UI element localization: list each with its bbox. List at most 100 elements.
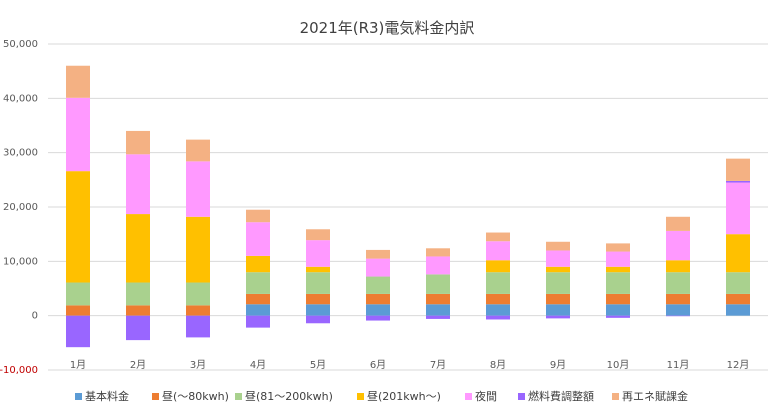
legend-swatch [612, 393, 619, 400]
x-tick-label: 4月 [250, 359, 266, 371]
bar-segment [666, 315, 690, 317]
bar-segment [126, 130, 150, 155]
legend-label: 昼(〜80kwh) [162, 390, 229, 403]
bar-segment [606, 293, 630, 305]
bar-segment [246, 255, 270, 273]
bar-segment [246, 272, 270, 294]
bar-segment [126, 305, 150, 316]
bar-segment [606, 243, 630, 252]
bar-segment [606, 315, 630, 318]
bar-segment [126, 282, 150, 306]
bar-segment [186, 282, 210, 306]
bar-segment [666, 272, 690, 294]
bar-segment [246, 304, 270, 316]
y-tick-label: 10,000 [3, 256, 38, 267]
legend-swatch [152, 393, 159, 400]
x-tick-label: 7月 [430, 359, 446, 371]
legend: 基本料金 昼(〜80kwh) 昼(81〜200kwh) 昼(201kwh〜) 夜間 燃料費… [75, 389, 688, 403]
bar-segment [726, 304, 750, 316]
bar-segment [306, 304, 330, 316]
legend-swatch [75, 393, 82, 400]
bar-segment [666, 293, 690, 305]
bar-segment [426, 274, 450, 294]
bar-segment [486, 260, 510, 273]
gridlines [48, 43, 768, 371]
bar-segment [546, 241, 570, 251]
bar-segment [486, 304, 510, 316]
bar-segment [186, 161, 210, 217]
bar-segment [486, 232, 510, 242]
bar-segment [66, 171, 90, 283]
bar-segment [66, 305, 90, 316]
bar-segment [186, 315, 210, 338]
bar-segment [366, 258, 390, 277]
bar-segment [306, 315, 330, 324]
bar-segment [66, 97, 90, 172]
chart-title: 2021年(R3)電気料金内訳 [300, 19, 475, 37]
bar-segment [546, 304, 570, 316]
bar-segment [306, 266, 330, 273]
y-tick-label: 50,000 [3, 39, 38, 50]
legend-label: 燃料費調整額 [528, 389, 594, 403]
bar-segment [246, 222, 270, 256]
x-tick-label: 2月 [130, 359, 146, 371]
bar-segment [306, 229, 330, 241]
y-tick-label: 0 [32, 311, 38, 322]
bar-segment [366, 276, 390, 294]
bar-segment [666, 304, 690, 316]
bar-segment [726, 234, 750, 273]
x-tick-label: 5月 [310, 359, 326, 371]
bar-segment [666, 260, 690, 273]
bar-segment [666, 216, 690, 231]
legend-label: 夜間 [475, 389, 497, 403]
x-tick-label: 12月 [727, 359, 750, 371]
bar-segment [606, 272, 630, 294]
bar-segment [186, 139, 210, 162]
x-tick-label: 3月 [190, 359, 206, 371]
bar-segment [246, 209, 270, 223]
y-tick-label: 30,000 [3, 148, 38, 159]
x-tick-label: 11月 [667, 359, 690, 371]
bar-segment [426, 304, 450, 316]
bar-segment [546, 266, 570, 273]
bar-segment [126, 214, 150, 283]
bar-segment [306, 240, 330, 267]
bar-segment [126, 315, 150, 341]
bar-segment [666, 230, 690, 261]
legend-swatch [235, 393, 242, 400]
legend-label: 昼(81〜200kwh) [245, 390, 333, 403]
bar-segment [486, 272, 510, 294]
y-tick-label: 40,000 [3, 93, 38, 104]
y-tick-label: -10,000 [0, 365, 38, 376]
bar-segment [426, 293, 450, 305]
bar-segment [426, 248, 450, 257]
bar-segment [546, 293, 570, 305]
bar-segment [486, 293, 510, 305]
y-tick-label: 20,000 [3, 202, 38, 213]
bar-segment [546, 272, 570, 294]
legend-swatch [518, 393, 525, 400]
bar-segment [126, 154, 150, 215]
legend-swatch [357, 393, 364, 400]
bar-segment [606, 304, 630, 316]
bar-segment [726, 272, 750, 294]
bar-segment [486, 241, 510, 261]
y-axis: -10,000 0 10,000 20,000 30,000 40,000 50,000 [0, 39, 38, 376]
legend-label: 再エネ賦課金 [622, 389, 688, 403]
bar-segment [726, 180, 750, 183]
bar-segment [606, 266, 630, 273]
bar-segment [306, 293, 330, 305]
bar-segment [186, 216, 210, 283]
bar-segment [246, 293, 270, 305]
bar-segment [366, 315, 390, 321]
bar-segment [726, 158, 750, 181]
bar-segment [246, 315, 270, 328]
x-tick-label: 10月 [607, 359, 630, 371]
x-tick-label: 9月 [550, 359, 566, 371]
bar-segment [726, 182, 750, 235]
bar-segment [306, 272, 330, 294]
bar-segment [66, 315, 90, 348]
legend-swatch [465, 393, 472, 400]
bars [66, 65, 750, 348]
